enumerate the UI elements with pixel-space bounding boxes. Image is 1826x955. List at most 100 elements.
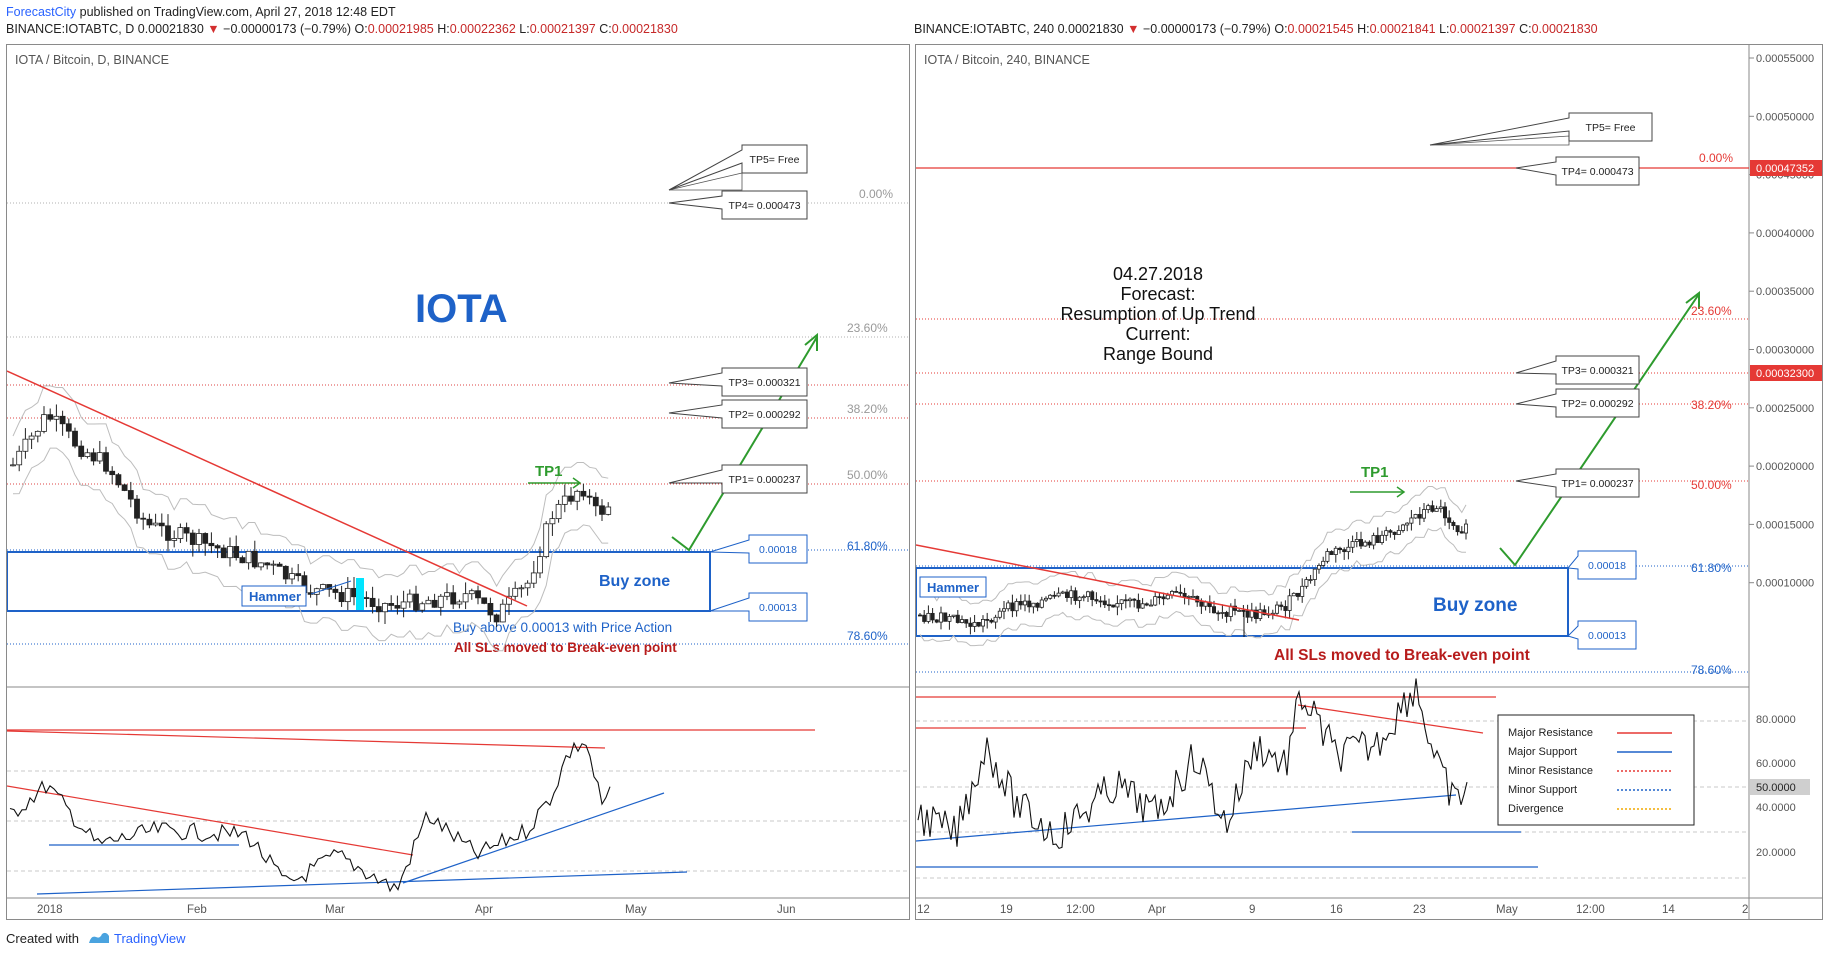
candle-body <box>1333 547 1338 555</box>
candle-body <box>989 619 994 623</box>
right-high: 0.00021841 <box>1369 22 1436 36</box>
right-l-label: L: <box>1439 22 1450 36</box>
hammer-label-box[interactable] <box>919 576 987 598</box>
candle-body <box>951 614 956 617</box>
candle-body <box>947 616 952 622</box>
price-axis[interactable]: 0.000550000.000500000.000450000.00040000… <box>1749 53 1814 590</box>
candlestick-series[interactable] <box>10 404 612 628</box>
callout-label: 0.00013 <box>759 602 797 614</box>
time-label: 12:00 <box>1066 904 1095 916</box>
candle-body <box>1018 601 1023 606</box>
candle-body <box>1258 609 1263 619</box>
candle-body <box>251 550 258 568</box>
fib-618: 61.80% <box>847 539 888 553</box>
tradingview-logo-icon[interactable] <box>88 931 110 945</box>
candle-body <box>1413 514 1418 519</box>
buy-zone-rect[interactable] <box>916 567 1569 637</box>
bollinger-bands <box>12 385 609 652</box>
bollinger-lower <box>919 527 1466 647</box>
oscillator-line[interactable] <box>9 741 611 893</box>
callout-box[interactable] <box>1567 620 1637 650</box>
candle-body <box>580 490 587 497</box>
tp-callouts[interactable]: TP5= Free TP4= 0.000473 TP3= 0.000321 TP2= … <box>668 144 808 622</box>
legend-label: Minor Support <box>1508 784 1577 796</box>
candle-body <box>934 619 939 623</box>
fib-50: 50.00% <box>847 468 888 482</box>
candle-body <box>208 542 215 547</box>
callout-box[interactable] <box>1515 156 1640 186</box>
callout-box[interactable] <box>1515 468 1640 498</box>
publisher-link[interactable]: ForecastCity <box>6 5 77 19</box>
buy-zone-rect[interactable] <box>7 551 711 612</box>
fib-382: 38.20% <box>1691 398 1732 412</box>
buy-note: Buy above 0.00013 with Price Action <box>453 620 672 635</box>
candle-body <box>955 614 960 623</box>
candle-body <box>1337 547 1342 551</box>
candle-body <box>363 597 370 599</box>
callout-box[interactable] <box>668 190 808 220</box>
candle-body <box>158 522 165 527</box>
publish-info: ForecastCity published on TradingView.co… <box>6 5 396 19</box>
callout-box[interactable] <box>1515 355 1640 385</box>
tp-callouts[interactable]: TP5= Free TP4= 0.000473 TP3= 0.000321 TP2= … <box>1429 112 1653 650</box>
projection-arrow[interactable] <box>1499 293 1700 567</box>
left-chart-svg[interactable]: Buy zone Buy above 0.00013 with Price Ac… <box>7 45 909 919</box>
callout-label: TP1= 0.000237 <box>728 474 800 486</box>
left-chart-panel[interactable]: Buy zone Buy above 0.00013 with Price Ac… <box>6 44 910 920</box>
buy-zone-label: Buy zone <box>599 573 670 590</box>
candle-body <box>537 556 543 574</box>
time-label: 19 <box>1000 904 1013 916</box>
candle-body <box>202 533 209 544</box>
callout-box[interactable] <box>668 399 808 429</box>
forecast-date: 04.27.2018 <box>1113 264 1203 284</box>
callout-box[interactable] <box>668 367 808 397</box>
price-axis-label: 0.00025000 <box>1756 403 1814 415</box>
callout-box[interactable] <box>709 592 808 622</box>
right-o-label: O: <box>1274 22 1288 36</box>
candle-body <box>34 430 41 437</box>
candle-body <box>592 496 599 507</box>
legend[interactable]: Major Resistance Major Support Minor Resis… <box>1508 727 1672 815</box>
price-axis-label: 0.00055000 <box>1756 53 1814 65</box>
callout-box[interactable] <box>668 464 808 494</box>
candle-body <box>1379 534 1384 543</box>
candle-body <box>72 430 78 447</box>
major-resistance-trendline[interactable] <box>7 370 528 607</box>
osc-axis-label: 60.0000 <box>1756 758 1796 770</box>
right-chart-panel[interactable]: Buy zone All SLs moved to Break-even poi… <box>915 44 1823 920</box>
callout-box[interactable] <box>1567 550 1637 580</box>
candle-body <box>555 503 562 520</box>
candle-body <box>1123 599 1128 602</box>
right-chart-svg[interactable]: Buy zone All SLs moved to Break-even poi… <box>916 45 1822 919</box>
legend-label: Minor Resistance <box>1508 765 1593 777</box>
major-resistance-trendline[interactable] <box>916 544 1300 621</box>
left-c-label: C: <box>599 22 612 36</box>
created-with-text: Created with <box>6 931 79 946</box>
candle-body <box>1098 600 1103 603</box>
candle-body <box>1371 535 1376 546</box>
tradingview-link[interactable]: TradingView <box>114 931 186 946</box>
candle-body <box>1090 591 1095 600</box>
fib-618: 61.80% <box>1691 561 1732 575</box>
callout-box[interactable] <box>709 534 808 564</box>
candle-body <box>1388 530 1393 533</box>
hammer-label-box[interactable] <box>241 585 307 607</box>
time-label: 14 <box>1662 904 1675 916</box>
oscillator-line[interactable] <box>917 678 1468 850</box>
bollinger-bands <box>919 485 1467 647</box>
fib-786: 78.60% <box>1691 663 1732 677</box>
time-label: Jun <box>777 904 796 916</box>
candle-body <box>1006 602 1011 610</box>
left-change: −0.00000173 (−0.79%) <box>223 22 352 36</box>
footer: Created with TradingView <box>0 924 1826 955</box>
candle-body <box>289 573 295 580</box>
callout-box[interactable] <box>1515 388 1640 418</box>
candlestick-series[interactable] <box>918 499 1469 635</box>
candle-body <box>375 606 382 613</box>
callout-box[interactable] <box>1429 112 1653 146</box>
left-high: 0.00022362 <box>449 22 516 36</box>
candle-body <box>918 614 923 617</box>
candle-body <box>1354 539 1359 542</box>
candle-body <box>419 603 426 611</box>
callout-box[interactable] <box>668 144 808 191</box>
